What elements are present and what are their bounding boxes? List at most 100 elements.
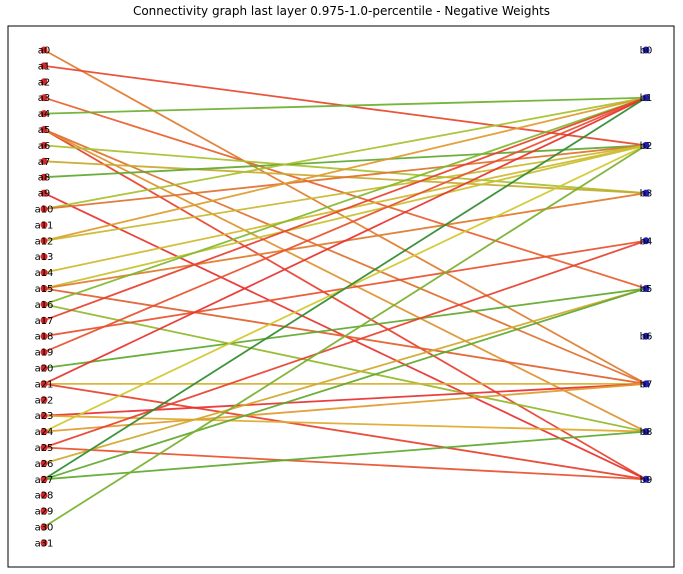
- node-label-a14: a14: [35, 268, 54, 279]
- node-a11: [40, 221, 48, 229]
- edge-a16-b1: [43, 96, 647, 306]
- edge-a10-b2: [43, 144, 647, 210]
- node-label-b0: b0: [640, 46, 653, 57]
- edge-a10-b1: [43, 96, 647, 210]
- node-a10: [40, 205, 48, 213]
- node-label-b1: b1: [640, 93, 653, 104]
- node-label-a11: a11: [35, 220, 54, 231]
- edge-a15-b2: [43, 144, 647, 290]
- node-label-a24: a24: [35, 427, 54, 438]
- node-b0: [642, 46, 650, 54]
- edge-a20-b5: [43, 287, 647, 369]
- node-label-a13: a13: [35, 252, 54, 263]
- node-label-a10: a10: [35, 205, 54, 216]
- edge-a23-b7: [43, 383, 647, 417]
- node-label-b6: b6: [640, 332, 653, 343]
- edge-a21-b9: [43, 383, 647, 481]
- edge-a5-b8: [43, 128, 647, 433]
- node-a3: [40, 94, 48, 102]
- node-a23: [40, 412, 48, 420]
- node-label-b2: b2: [640, 141, 653, 152]
- node-a30: [40, 523, 48, 531]
- node-label-a8: a8: [38, 173, 51, 184]
- edge-a27-b8: [43, 430, 647, 481]
- node-label-a23: a23: [35, 411, 54, 422]
- node-a26: [40, 459, 48, 467]
- node-label-a9: a9: [38, 189, 51, 200]
- node-a28: [40, 491, 48, 499]
- edge-a19-b1: [43, 96, 647, 353]
- node-label-a21: a21: [35, 379, 54, 390]
- node-a25: [40, 444, 48, 451]
- node-label-a31: a31: [35, 538, 54, 549]
- node-label-b8: b8: [640, 427, 653, 438]
- node-b1: [642, 94, 650, 102]
- node-a31: [40, 539, 48, 547]
- node-label-b3: b3: [640, 189, 653, 200]
- edge-layer: [43, 49, 647, 528]
- label-layer: a0 a1 a2 a3 a4 a5 a6 a7 a8 a9 a10 a11 a12 a13 a14 a15 a1…: [35, 46, 653, 550]
- node-b2: [642, 141, 650, 149]
- node-b8: [642, 428, 650, 436]
- node-a2: [40, 78, 48, 86]
- node-layer: [40, 46, 650, 547]
- node-label-a19: a19: [35, 348, 54, 359]
- node-a18: [40, 332, 48, 340]
- node-label-a25: a25: [35, 443, 54, 454]
- node-label-a5: a5: [38, 125, 51, 136]
- node-b6: [642, 332, 650, 340]
- node-a1: [40, 62, 48, 70]
- node-label-a17: a17: [35, 316, 54, 327]
- node-a17: [40, 316, 48, 324]
- node-a8: [40, 173, 48, 181]
- node-a13: [40, 253, 48, 261]
- node-a7: [40, 157, 48, 165]
- node-a21: [40, 380, 48, 388]
- node-a14: [40, 269, 48, 277]
- node-label-a3: a3: [38, 93, 51, 104]
- edge-a30-b2: [43, 144, 647, 528]
- node-b5: [642, 285, 650, 292]
- node-label-a26: a26: [35, 459, 54, 470]
- node-label-a15: a15: [35, 284, 54, 295]
- edge-a23-b8: [43, 414, 647, 433]
- edge-a25-b9: [43, 446, 647, 481]
- node-label-a29: a29: [35, 507, 54, 518]
- node-label-a18: a18: [35, 332, 54, 343]
- edge-a24-b7: [43, 383, 647, 433]
- node-a12: [40, 237, 48, 245]
- node-label-a22: a22: [35, 395, 54, 406]
- node-a4: [40, 110, 48, 118]
- node-label-a12: a12: [35, 236, 54, 247]
- node-a19: [40, 348, 48, 356]
- node-a29: [40, 507, 48, 515]
- node-label-a4: a4: [38, 109, 51, 120]
- plot-frame: [7, 25, 675, 568]
- edge-a4-b1: [43, 96, 647, 115]
- node-label-b4: b4: [640, 236, 653, 247]
- node-b9: [642, 475, 650, 483]
- node-label-b5: b5: [640, 284, 653, 295]
- edge-a26-b5: [43, 287, 647, 465]
- edge-a8-b2: [43, 144, 647, 179]
- node-b7: [642, 380, 650, 388]
- node-label-a6: a6: [38, 141, 51, 152]
- edge-a27-b5: [43, 287, 647, 481]
- node-a24: [40, 428, 48, 436]
- node-label-a0: a0: [38, 46, 51, 57]
- node-a5: [40, 126, 48, 133]
- node-a6: [40, 141, 48, 149]
- edge-a16-b8: [43, 303, 647, 433]
- node-a27: [40, 475, 48, 483]
- node-b4: [642, 237, 650, 245]
- node-label-a16: a16: [35, 300, 54, 311]
- edge-a21-b1: [43, 96, 647, 385]
- node-label-b9: b9: [640, 475, 653, 486]
- node-label-a20: a20: [35, 364, 54, 375]
- figure-title: Connectivity graph last layer 0.975-1.0-…: [132, 4, 551, 18]
- node-label-a28: a28: [35, 491, 54, 502]
- node-a0: [40, 46, 48, 54]
- edge-a25-b4: [43, 239, 647, 449]
- node-label-a2: a2: [38, 77, 51, 88]
